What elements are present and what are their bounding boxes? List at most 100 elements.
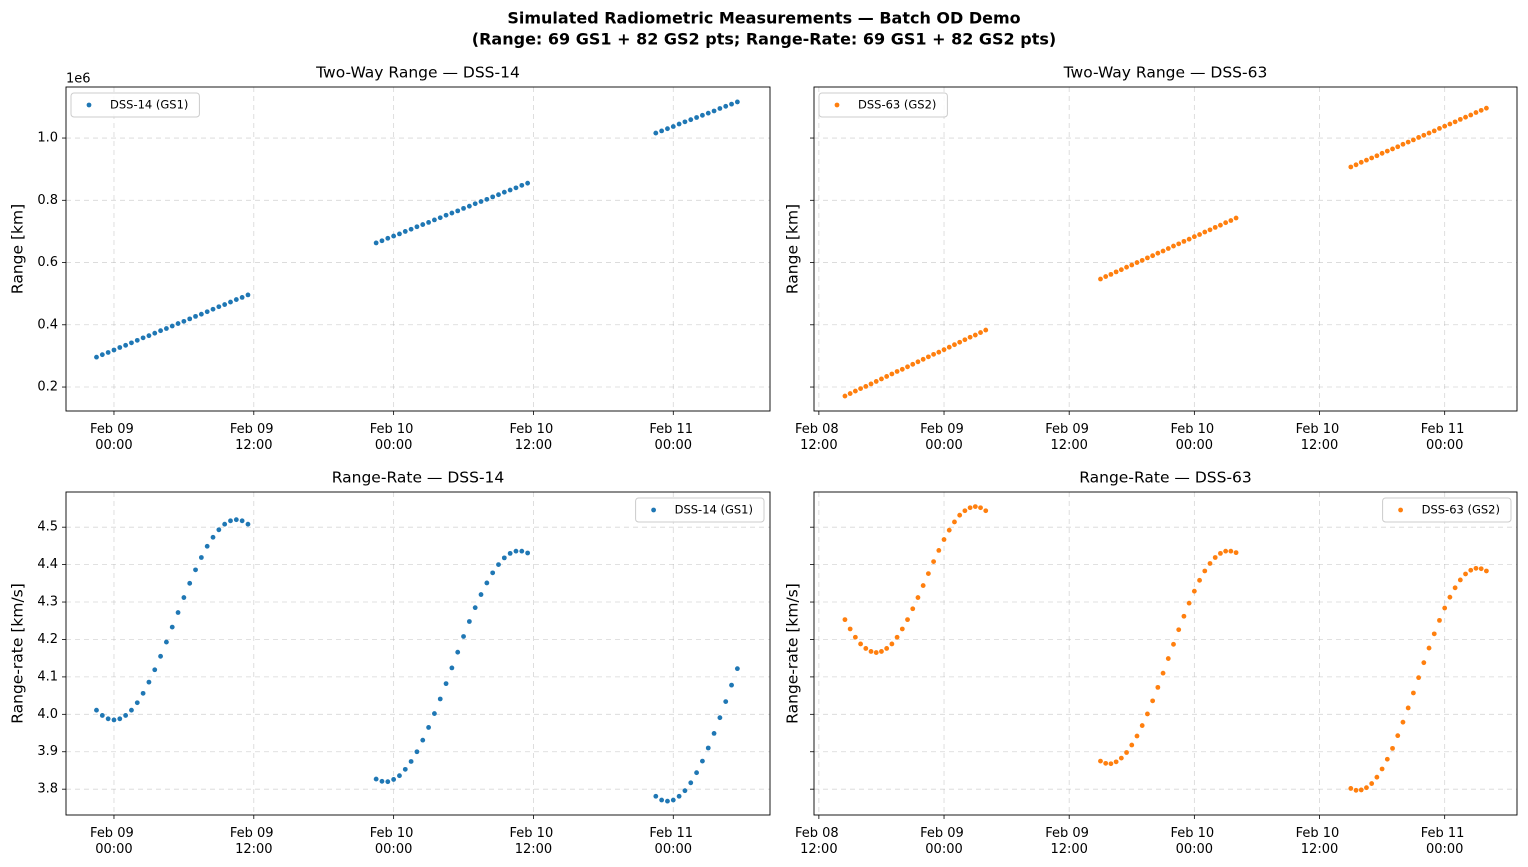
y-tick-label: 3.8 (37, 782, 58, 797)
data-point (490, 194, 496, 200)
x-tick-label: Feb 10 00:00 (1170, 826, 1218, 857)
data-point (700, 112, 705, 118)
data-point (941, 347, 947, 353)
legend-marker (651, 507, 656, 513)
data-point (152, 330, 158, 336)
data-point (245, 292, 251, 298)
data-point (1473, 110, 1479, 115)
data-point (1202, 568, 1208, 574)
data-point (1421, 132, 1427, 138)
data-point (1379, 766, 1385, 772)
data-point (181, 595, 187, 600)
data-point (1457, 577, 1463, 583)
data-point (957, 339, 963, 345)
data-point (181, 318, 187, 324)
data-point (1348, 164, 1354, 170)
data-point (239, 518, 245, 524)
data-point (152, 667, 158, 673)
x-tick-label: Feb 09 00:00 (920, 826, 968, 857)
data-point (1437, 617, 1442, 623)
legend-box (1382, 497, 1512, 523)
data-point (899, 366, 905, 372)
data-point (915, 595, 921, 600)
data-point (1160, 248, 1166, 254)
data-point (134, 700, 140, 706)
data-point (1223, 548, 1229, 554)
data-point (222, 521, 228, 527)
data-point (1233, 550, 1239, 556)
data-point (1421, 660, 1427, 666)
x-tick-label: Feb 09 12:00 (230, 422, 278, 453)
data-point (1353, 162, 1359, 168)
data-point (1124, 264, 1129, 270)
data-point (899, 626, 905, 632)
plot-area (814, 87, 1517, 411)
data-point (1353, 787, 1359, 793)
data-point (402, 229, 408, 234)
data-point (472, 605, 478, 611)
data-point (1171, 243, 1176, 249)
data-point (164, 639, 169, 645)
data-point (245, 521, 251, 527)
data-point (501, 189, 507, 195)
data-point (1478, 107, 1484, 113)
data-point (978, 505, 983, 511)
data-point (1098, 758, 1103, 764)
data-point (175, 321, 181, 326)
data-point (863, 646, 869, 651)
data-point (478, 592, 484, 597)
data-point (210, 306, 216, 312)
data-point (204, 543, 210, 549)
plot-area (66, 492, 770, 815)
data-point (711, 108, 717, 114)
data-point (694, 115, 699, 120)
data-point (193, 313, 198, 319)
data-point (915, 359, 921, 365)
data-point (461, 634, 466, 639)
data-point (1426, 645, 1432, 651)
data-point (414, 749, 420, 755)
data-point (670, 124, 676, 129)
data-point (936, 349, 942, 355)
plot-title: Two-Way Range — DSS-63 (1063, 64, 1268, 82)
plot-frame (65, 491, 771, 816)
data-point (983, 508, 989, 514)
data-point (146, 679, 152, 685)
data-point (496, 562, 501, 568)
data-point (466, 619, 472, 624)
data-point (187, 316, 193, 322)
data-point (117, 345, 123, 350)
data-point (1369, 781, 1375, 786)
data-point (123, 713, 129, 718)
data-point (437, 215, 443, 221)
y-tick-label: 0.8 (37, 193, 58, 208)
legend: DSS-14 (GS1) (635, 497, 765, 523)
data-point (700, 758, 705, 764)
plot-area (66, 87, 770, 411)
x-tick-label: Feb 10 00:00 (1170, 422, 1218, 453)
data-point (905, 617, 910, 623)
legend-box (635, 497, 765, 523)
data-point (1348, 786, 1354, 791)
data-point (972, 332, 978, 338)
x-tick-label: Feb 10 12:00 (1296, 826, 1344, 857)
data-point (501, 555, 507, 561)
y-tick-label: 4.4 (37, 557, 58, 572)
data-point (437, 696, 443, 702)
data-point (1165, 246, 1171, 251)
data-point (1410, 137, 1416, 143)
data-point (1395, 733, 1401, 739)
data-point (1218, 550, 1223, 556)
data-point (158, 653, 163, 659)
data-point (1186, 600, 1192, 606)
data-point (507, 550, 513, 556)
data-point (461, 205, 466, 211)
y-axis-label: Range [km] (9, 204, 27, 294)
y-tick-label: 4.2 (37, 632, 58, 647)
data-point (490, 570, 496, 576)
x-tick-label: Feb 09 12:00 (230, 826, 278, 857)
data-point (1400, 141, 1406, 147)
data-point (1484, 105, 1489, 111)
data-point (443, 681, 449, 687)
